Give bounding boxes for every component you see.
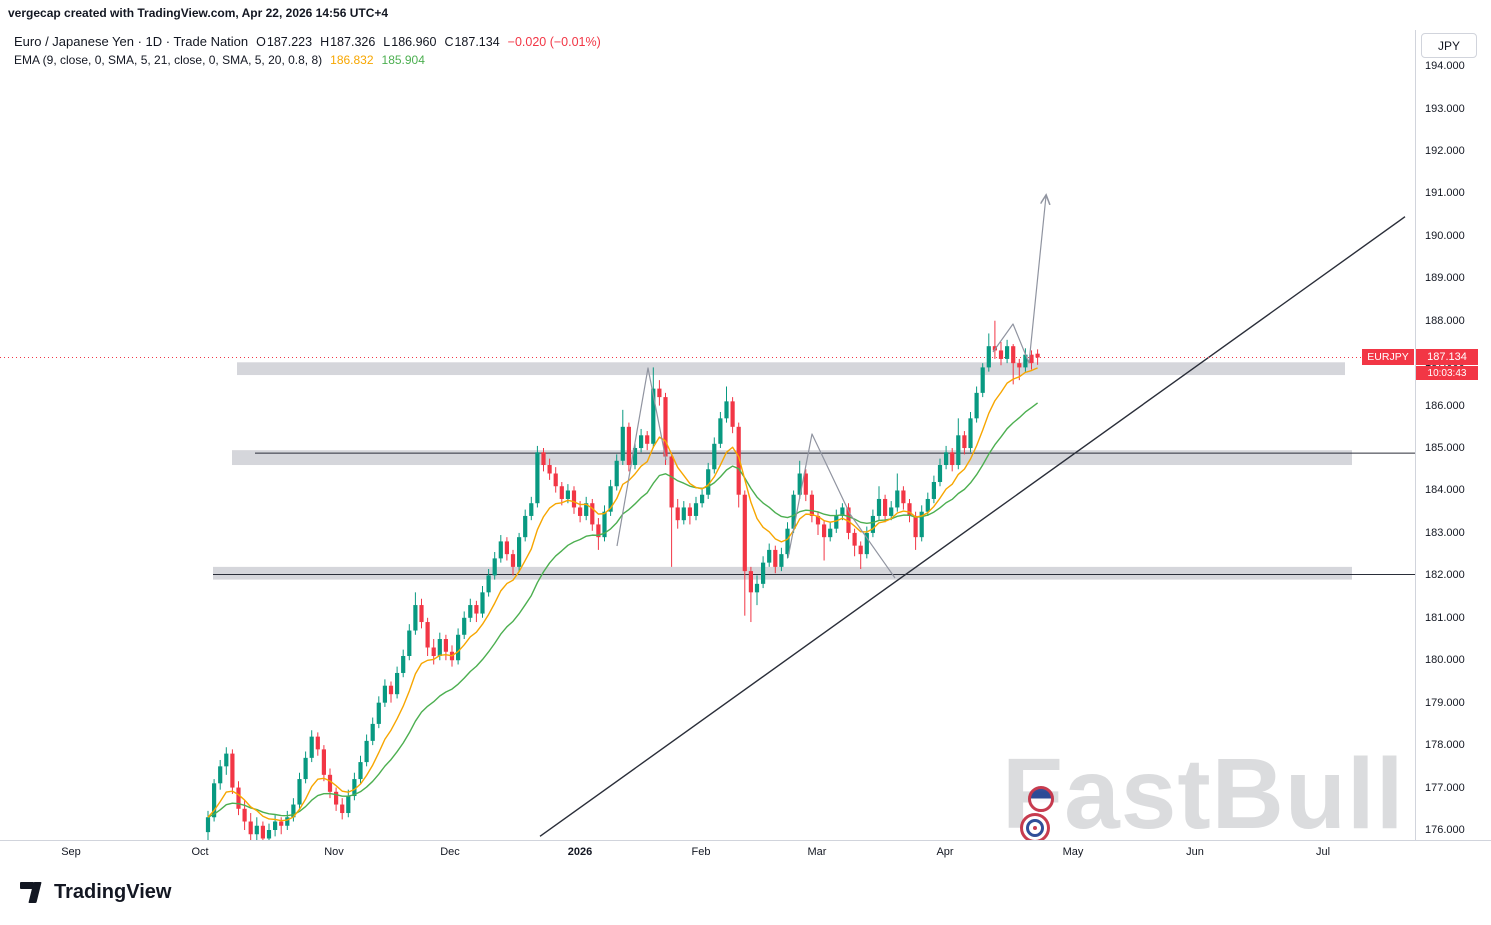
currency-toggle-button[interactable]: JPY xyxy=(1421,33,1477,58)
price-axis-label: 177.000 xyxy=(1425,781,1465,794)
chart-legend: Euro / Japanese Yen · 1D · Trade Nation … xyxy=(14,34,601,67)
high-value: 187.326 xyxy=(330,35,376,49)
tradingview-wordmark: TradingView xyxy=(54,880,172,903)
change-value: −0.020 (−0.01%) xyxy=(507,35,601,49)
price-axis-label: 194.000 xyxy=(1425,60,1465,73)
horizontal-level-lines[interactable] xyxy=(213,452,1415,576)
price-axis-label: 188.000 xyxy=(1425,314,1465,327)
ohlc-values: O 187.223 H 187.326 L 186.960 C 187.134 −0.0… xyxy=(256,35,601,49)
time-axis-label: Jun xyxy=(1186,846,1204,858)
price-axis-border xyxy=(1415,30,1416,840)
tradingview-logo[interactable]: TradingView xyxy=(20,880,171,904)
current-price-symbol: EURJPY xyxy=(1362,349,1414,366)
support-resistance-zones[interactable] xyxy=(213,362,1352,580)
projection-arrows[interactable] xyxy=(616,196,1046,579)
time-axis-label: Dec xyxy=(440,846,460,858)
time-axis-label: 2026 xyxy=(567,846,593,858)
close-value: 187.134 xyxy=(454,35,500,49)
fastbull-watermark: FastBull xyxy=(1002,738,1405,850)
low-value: 186.960 xyxy=(391,35,437,49)
price-axis-label: 183.000 xyxy=(1425,526,1465,539)
time-axis-label: Oct xyxy=(191,846,209,858)
price-axis-label: 185.000 xyxy=(1425,442,1465,455)
price-axis-label: 189.000 xyxy=(1425,272,1465,285)
price-axis-label: 180.000 xyxy=(1425,654,1465,667)
price-axis-label: 181.000 xyxy=(1425,611,1465,624)
price-axis-label: 179.000 xyxy=(1425,696,1465,709)
candlesticks[interactable] xyxy=(205,320,1040,845)
price-axis-label: 191.000 xyxy=(1425,187,1465,200)
ema-slow-value: 185.904 xyxy=(381,53,425,67)
indicator-title[interactable]: EMA (9, close, 0, SMA, 5, 21, close, 0, … xyxy=(14,53,323,67)
bar-countdown-timer: 10:03:43 xyxy=(1416,366,1478,381)
open-value: 187.223 xyxy=(266,35,313,49)
price-axis-label: 186.000 xyxy=(1425,399,1465,412)
ascending-trendline[interactable] xyxy=(539,216,1406,837)
price-axis-label: 192.000 xyxy=(1425,144,1465,157)
current-price-tag: EURJPY 187.134 xyxy=(1362,349,1478,366)
price-axis-label: 182.000 xyxy=(1425,569,1465,582)
close-label: C xyxy=(444,35,454,49)
time-axis-label: Sep xyxy=(61,846,81,858)
time-axis-label: May xyxy=(1062,846,1084,858)
price-axis-label: 193.000 xyxy=(1425,102,1465,115)
time-axis-label: Jul xyxy=(1315,846,1331,858)
price-axis[interactable]: 194.000 193.000 192.000 191.000 190.000 189.0… xyxy=(1416,0,1491,925)
open-label: O xyxy=(256,35,266,49)
price-axis-label: 178.000 xyxy=(1425,739,1465,752)
current-price-value: 187.134 xyxy=(1416,349,1478,366)
attribution-text: vergecap created with TradingView.com, A… xyxy=(8,6,389,20)
ema-fast-value: 186.832 xyxy=(330,53,374,67)
time-axis-label: Mar xyxy=(807,846,827,858)
time-axis[interactable]: Sep Oct Nov Dec 2026 Feb Mar Apr May Jun Jul xyxy=(0,840,1491,867)
low-label: L xyxy=(383,35,391,49)
price-axis-label: 190.000 xyxy=(1425,229,1465,242)
symbol-title[interactable]: Euro / Japanese Yen · 1D · Trade Nation xyxy=(14,34,249,49)
fastbull-logo-icon xyxy=(1028,786,1054,812)
price-axis-label: 184.000 xyxy=(1425,484,1465,497)
tradingview-mark-icon xyxy=(20,880,46,904)
time-axis-label: Apr xyxy=(936,846,954,858)
time-axis-label: Nov xyxy=(324,846,344,858)
high-label: H xyxy=(320,35,330,49)
fastbull-rings-icon xyxy=(1020,813,1050,843)
time-axis-label: Feb xyxy=(691,846,711,858)
price-axis-label: 176.000 xyxy=(1425,824,1465,836)
